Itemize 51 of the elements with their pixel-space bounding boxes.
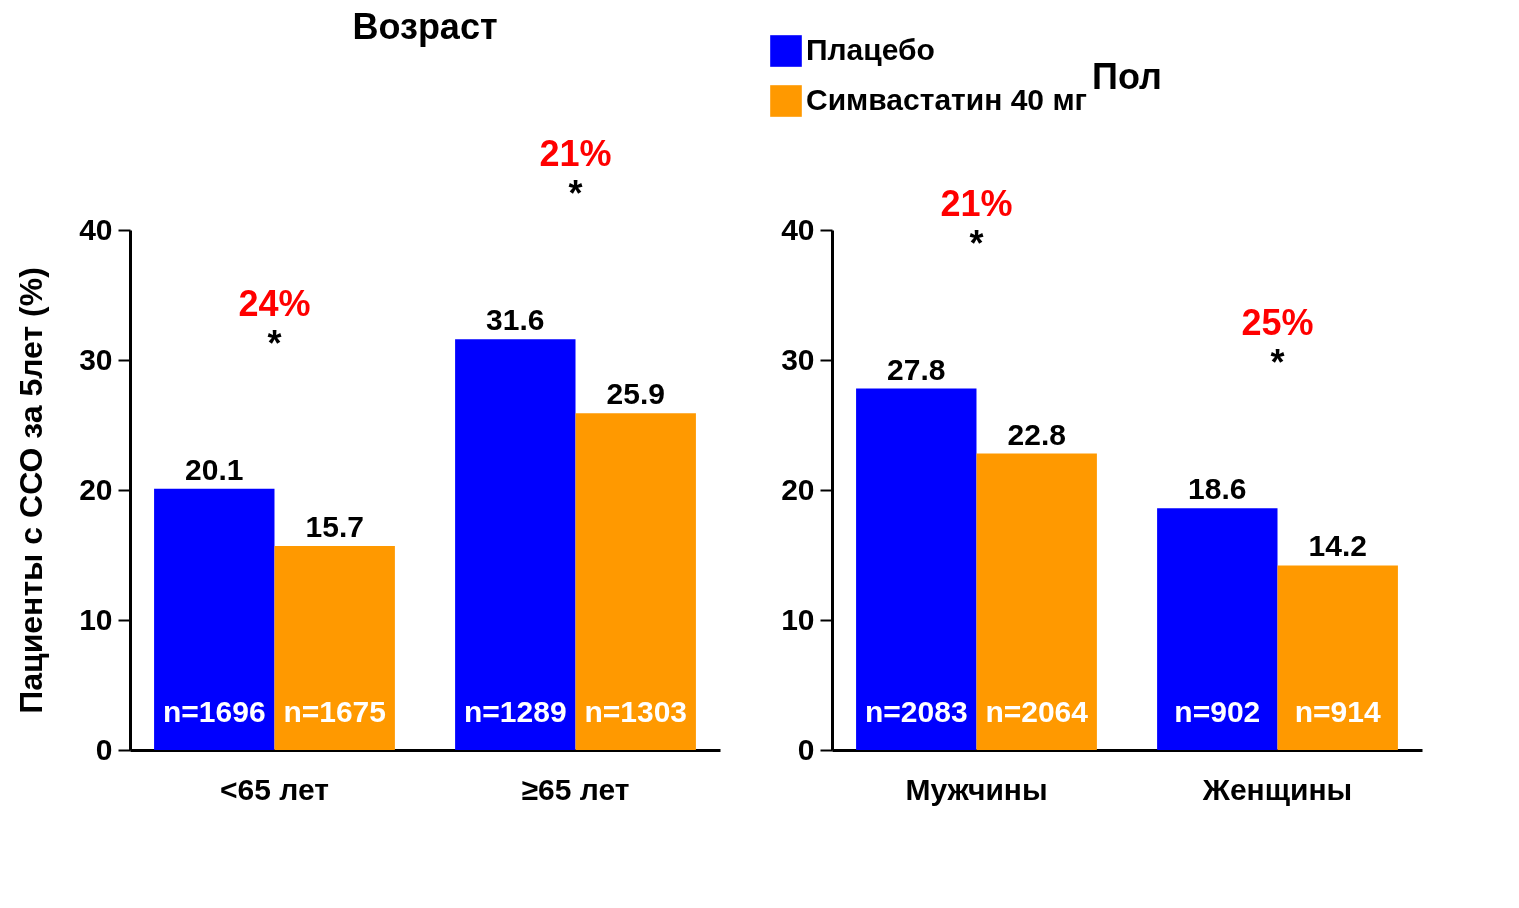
chart-title: Возраст	[352, 6, 498, 48]
text: 21%	[940, 182, 1013, 224]
bar	[976, 453, 1097, 750]
text: 21%	[539, 133, 612, 175]
legend-label: Плацебо	[806, 33, 935, 66]
annotation: n=914	[1294, 695, 1381, 728]
bar	[154, 488, 275, 750]
annotation: n=2083	[864, 695, 968, 728]
bar	[455, 339, 576, 750]
bar	[274, 545, 395, 750]
bar	[856, 388, 977, 750]
bar	[575, 413, 696, 750]
y-tick-label: 40	[79, 212, 113, 246]
data-label: 18.6	[1188, 472, 1247, 506]
data-label: 22.8	[1007, 417, 1066, 451]
chart-title: Пол	[1092, 55, 1162, 97]
data-label: 15.7	[305, 509, 364, 543]
data-label: 20.1	[185, 452, 244, 486]
y-tick-label: 20	[781, 472, 815, 506]
annotation: *	[969, 222, 984, 264]
annotation: n=2064	[985, 695, 1089, 728]
y-tick-label: 10	[79, 602, 113, 636]
bar	[1277, 565, 1398, 750]
annotation: n=1675	[283, 695, 386, 728]
x-tick-label: Женщины	[1201, 772, 1353, 806]
annotation: 24%	[238, 282, 311, 324]
x-tick-label: Мужчины	[905, 772, 1048, 806]
data-label: 31.6	[486, 303, 545, 337]
annotation: 25%	[1241, 302, 1314, 344]
bar	[1157, 508, 1278, 750]
text: *	[568, 173, 583, 215]
data-label: 27.8	[887, 352, 946, 386]
y-tick-label: 30	[79, 342, 113, 376]
data-label: 14.2	[1308, 529, 1367, 563]
y-tick-label: 0	[797, 732, 815, 766]
y-tick-label: 40	[781, 212, 815, 246]
x-tick-label: ≥65 лет	[521, 772, 630, 806]
data-label: 25.9	[606, 377, 665, 411]
annotation: *	[267, 322, 282, 364]
y-tick-label: 20	[79, 472, 113, 506]
annotation: n=1696	[162, 695, 266, 728]
y-tick-label: 10	[781, 602, 815, 636]
y-axis-title: Пациенты с ССО за 5лет (%)	[13, 267, 50, 714]
annotation: n=1289	[464, 695, 567, 728]
annotation: *	[1270, 342, 1285, 384]
y-tick-label: 0	[95, 732, 113, 766]
legend-label: Симвастатин 40 мг	[806, 83, 1088, 116]
annotation: n=1303	[584, 695, 688, 728]
y-tick-label: 30	[781, 342, 815, 376]
x-tick-label: <65 лет	[220, 772, 329, 806]
annotation: n=902	[1174, 695, 1261, 728]
